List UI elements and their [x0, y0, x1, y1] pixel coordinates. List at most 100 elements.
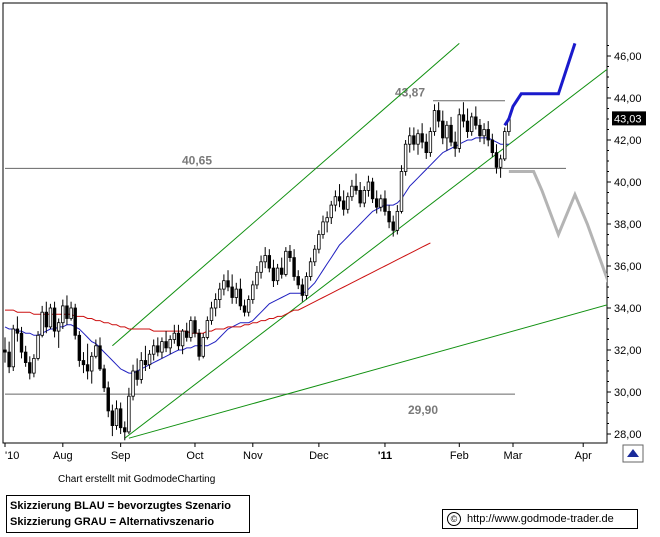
x-tick-label: '10	[5, 450, 19, 462]
candle	[478, 119, 482, 143]
candle-body	[197, 332, 201, 357]
candle	[436, 102, 441, 128]
candle	[308, 257, 313, 281]
candle	[147, 350, 152, 369]
candle	[218, 282, 222, 308]
candle	[102, 364, 106, 392]
candle-body	[52, 307, 57, 332]
candle-body	[201, 336, 205, 357]
candle-body	[366, 181, 371, 191]
y-tick-label: 40,00	[614, 177, 642, 189]
candle	[498, 154, 503, 178]
candle	[304, 272, 309, 300]
candle-body	[11, 328, 15, 368]
candle	[44, 301, 48, 334]
candle-body	[40, 311, 44, 336]
candle	[358, 182, 362, 208]
plot-frame	[2, 2, 608, 444]
candle	[197, 329, 201, 361]
candle	[251, 280, 255, 304]
candle	[408, 127, 412, 153]
candle	[65, 295, 69, 325]
candle-body	[317, 234, 321, 250]
candle	[32, 354, 36, 378]
candle	[81, 352, 86, 374]
candle-body	[139, 360, 143, 380]
candle	[275, 263, 280, 285]
candle-body	[337, 196, 342, 202]
candle-body	[350, 185, 354, 198]
candle	[193, 316, 197, 338]
candle-body	[494, 152, 499, 168]
last-price-box	[612, 111, 646, 126]
scenario-blue-line	[503, 42, 577, 127]
candle	[123, 421, 127, 441]
candle	[441, 110, 445, 145]
candle	[209, 301, 214, 325]
website-url[interactable]: http://www.godmode-trader.de	[467, 513, 614, 525]
candle-body	[32, 357, 36, 374]
candle-body	[147, 353, 152, 366]
candle-body	[420, 133, 424, 143]
y-tick-label: 28,00	[614, 429, 642, 441]
candle-body	[222, 280, 226, 290]
candle	[445, 121, 449, 151]
candle	[490, 133, 495, 157]
candle	[366, 175, 371, 197]
candle	[432, 104, 437, 136]
chart-credit: Chart erstellt mit GodmodeCharting	[58, 474, 216, 485]
candle-body	[123, 427, 127, 433]
trend-line	[124, 68, 607, 439]
candle-body	[180, 330, 185, 347]
candle	[362, 186, 367, 208]
candle-body	[246, 299, 251, 313]
candle	[465, 108, 470, 138]
candle-body	[449, 124, 453, 143]
candle-body	[341, 200, 346, 210]
candle-body	[7, 351, 11, 368]
candle	[118, 402, 123, 434]
candle-body	[354, 185, 358, 191]
candle-body	[325, 217, 329, 223]
candle-body	[503, 131, 507, 160]
candle-body	[474, 116, 478, 126]
chart-svg: 43,87 40,65 29,90 28,00 30,00 32,00 34,00 36,00…	[2, 2, 646, 463]
candle-body	[275, 267, 280, 282]
x-tick-label: Feb	[450, 450, 469, 462]
candle-body	[28, 362, 32, 374]
candle	[172, 324, 177, 344]
candle-body	[118, 408, 123, 429]
candle	[185, 322, 189, 342]
candle-body	[424, 141, 428, 154]
candle	[503, 127, 507, 161]
candle	[267, 249, 272, 273]
y-tick-label: 38,00	[614, 219, 642, 231]
y-tick-label: 36,00	[614, 261, 642, 273]
candle-body	[234, 288, 238, 298]
candle-body	[164, 341, 168, 349]
candle-body	[85, 364, 90, 372]
candle-body	[36, 334, 40, 359]
candle	[180, 329, 185, 355]
candle-body	[399, 171, 404, 212]
candle-body	[193, 320, 197, 334]
candle-body	[102, 368, 106, 389]
website-link[interactable]: © http://www.godmode-trader.de	[442, 509, 638, 529]
candle-body	[81, 360, 86, 366]
candle	[230, 274, 234, 304]
y-tick-label: 34,00	[614, 303, 642, 315]
candle	[403, 140, 408, 176]
legend-blue-scenario: Skizzierung BLAU = bevorzugtes Szenario	[10, 500, 231, 512]
scenario-grey-line	[508, 170, 607, 283]
candle	[114, 400, 119, 430]
candle-body	[387, 210, 391, 223]
candle-body	[205, 320, 210, 338]
candle-body	[267, 255, 272, 269]
candle-body	[19, 332, 24, 353]
candle-body	[127, 395, 131, 433]
candle-body	[44, 311, 48, 328]
candle	[292, 249, 296, 281]
candle-body	[329, 204, 333, 219]
candle	[325, 211, 329, 233]
candle	[40, 305, 44, 338]
